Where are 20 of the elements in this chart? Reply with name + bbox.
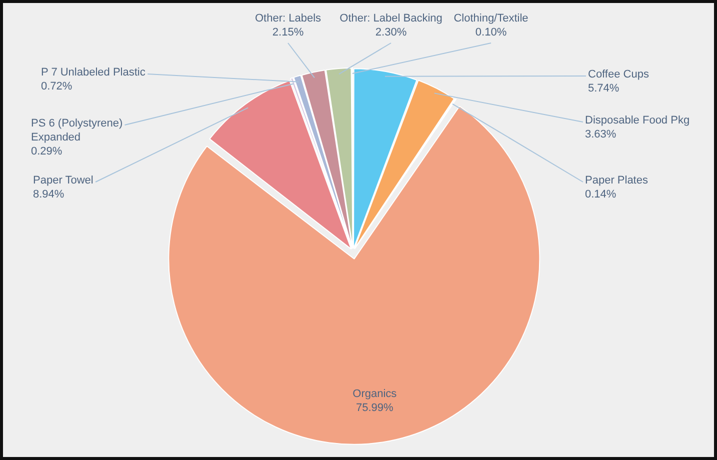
data-label: 2.15% [272,26,304,39]
slice-label: Organics [352,388,398,400]
slice-label: Coffee Cups [588,68,650,81]
slice-label: P 7 Unlabeled Plastic [41,66,146,79]
data-label: 75.99% [356,402,394,414]
slice-label: PS 6 (Polystyrene) Expanded [31,118,123,144]
data-label: 0.10% [475,26,507,39]
data-label: 0.72% [41,80,72,93]
slice-label: Other: Label Backing [340,12,442,25]
slice-label: Paper Plates [585,174,648,187]
slice-label: Clothing/Textile [454,12,528,25]
data-label: 8.94% [33,188,64,201]
data-label: 0.29% [31,146,62,158]
data-label: 0.14% [585,188,616,201]
data-label: 3.63% [585,128,616,141]
slice-label: Other: Labels [254,12,322,25]
slice-label: Paper Towel [33,174,94,187]
slice-label: Disposable Food Pkg [585,114,690,127]
data-label: 5.74% [588,82,620,95]
data-label: 2.30% [375,26,407,39]
